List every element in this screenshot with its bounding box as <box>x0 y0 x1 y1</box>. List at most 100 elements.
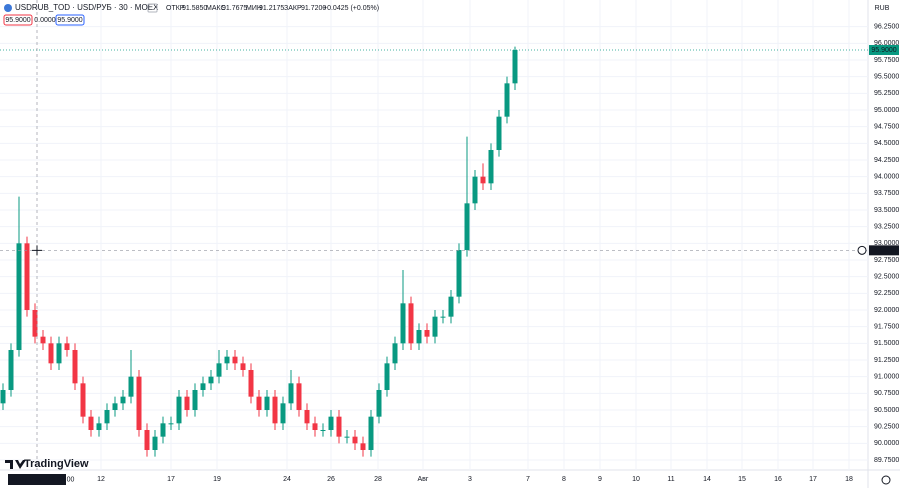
y-tick-label: 94.7500 <box>874 124 899 131</box>
candle-body <box>80 383 86 417</box>
bid-box[interactable] <box>3 14 33 26</box>
crosshair-date-label: пт 07 Июл '23 09:00 <box>11 476 75 483</box>
crosshair-cursor <box>32 245 42 256</box>
ohlc-label: ЗАКР <box>284 5 302 12</box>
candle-body <box>208 376 214 384</box>
currency[interactable]: RUB <box>875 5 890 12</box>
candle-body <box>456 250 462 297</box>
x-tick-label: 7 <box>526 476 530 483</box>
y-tick-label: 89.7500 <box>874 457 899 464</box>
x-tick-label: 19 <box>213 476 221 483</box>
candle-body <box>360 443 366 450</box>
logo-text: TradingView <box>24 458 89 470</box>
x-tick-label: 17 <box>167 476 175 483</box>
candle-body <box>328 416 334 430</box>
candle-body <box>416 330 422 344</box>
candle-body <box>448 296 454 317</box>
candle-body <box>280 403 286 424</box>
x-tick-label: 15 <box>738 476 746 483</box>
ask: 95.9000 <box>57 17 82 24</box>
symbol[interactable]: USDRUB_TOD · USD/РУБ · 30 · MOEX <box>15 3 159 12</box>
ohlc-value: 91.7675 <box>222 5 247 12</box>
y-tick-label: 95.0000 <box>874 107 899 114</box>
candle-body <box>392 343 398 364</box>
x-tick-label: 18 <box>845 476 853 483</box>
x-tick-label: 16 <box>774 476 782 483</box>
candle-body <box>264 396 270 410</box>
candle-body <box>464 203 470 250</box>
x-tick-label: 14 <box>703 476 711 483</box>
last-price-label: 95.9000 <box>871 47 896 54</box>
candle-body <box>192 390 198 410</box>
logo-mark <box>5 460 26 469</box>
bid: 95.9000 <box>5 17 30 24</box>
candle-body <box>488 150 494 184</box>
x-tick-label: 24 <box>283 476 291 483</box>
y-tick-label: 93.2500 <box>874 224 899 231</box>
candle-body <box>96 423 102 430</box>
candle-body <box>248 370 254 397</box>
last-price-box <box>869 45 899 55</box>
y-tick-label: 96.2500 <box>874 24 899 31</box>
candle-body <box>240 363 246 370</box>
candle-body <box>304 410 310 424</box>
x-tick-label: 3 <box>468 476 472 483</box>
candle-body <box>296 383 302 410</box>
candle-body <box>400 303 406 344</box>
candle-body <box>384 363 390 390</box>
candle-body <box>200 383 206 390</box>
candle-body <box>144 430 150 450</box>
y-tick-label: 92.0000 <box>874 307 899 314</box>
candle-body <box>16 243 22 350</box>
x-tick-label: 12 <box>97 476 105 483</box>
x-tick-label: 9 <box>598 476 602 483</box>
y-tick-label: 93.0000 <box>874 240 899 247</box>
candle-body <box>40 336 46 344</box>
candle-body <box>0 390 6 404</box>
settings-icon[interactable] <box>881 475 891 485</box>
candle-body <box>160 423 166 437</box>
candle-body <box>136 376 142 430</box>
y-tick-label: 95.5000 <box>874 74 899 81</box>
candle-body <box>512 50 518 84</box>
crosshair-price-box <box>869 245 899 256</box>
candle-body <box>352 436 358 444</box>
candle-body <box>408 303 414 344</box>
y-tick-label: 92.2500 <box>874 290 899 297</box>
candle-body <box>504 83 510 117</box>
candle-body <box>216 363 222 377</box>
y-tick-label: 90.5000 <box>874 407 899 414</box>
logo[interactable]: TradingView <box>5 458 89 470</box>
y-tick-label: 94.2500 <box>874 157 899 164</box>
candle-body <box>472 176 478 204</box>
y-tick-label: 90.0000 <box>874 440 899 447</box>
symbol-icon <box>4 4 12 12</box>
candle-body <box>8 350 14 390</box>
candle-body <box>224 356 230 364</box>
candle-body <box>312 423 318 430</box>
candle-body <box>32 310 38 337</box>
y-tick-label: 92.7500 <box>874 257 899 264</box>
y-tick-label: 93.7500 <box>874 190 899 197</box>
add-alert-icon[interactable] <box>857 245 867 255</box>
candle-body <box>272 396 278 424</box>
candle-body <box>88 416 94 430</box>
y-tick-label: 91.5000 <box>874 340 899 347</box>
candle-body <box>232 356 238 364</box>
candle-body <box>104 410 110 424</box>
candle-body <box>64 343 70 350</box>
ask-box[interactable] <box>55 14 85 26</box>
candle-body <box>24 243 30 310</box>
candle-body <box>120 396 126 404</box>
x-tick-label: 8 <box>562 476 566 483</box>
candle-body <box>256 396 262 410</box>
x-tick-label: 28 <box>374 476 382 483</box>
y-tick-label: 90.2500 <box>874 424 899 431</box>
x-tick-label: 10 <box>632 476 640 483</box>
candle-body <box>344 436 350 438</box>
menu-icon[interactable] <box>147 3 158 13</box>
candle-body <box>288 383 294 404</box>
y-tick-label: 91.7500 <box>874 324 899 331</box>
